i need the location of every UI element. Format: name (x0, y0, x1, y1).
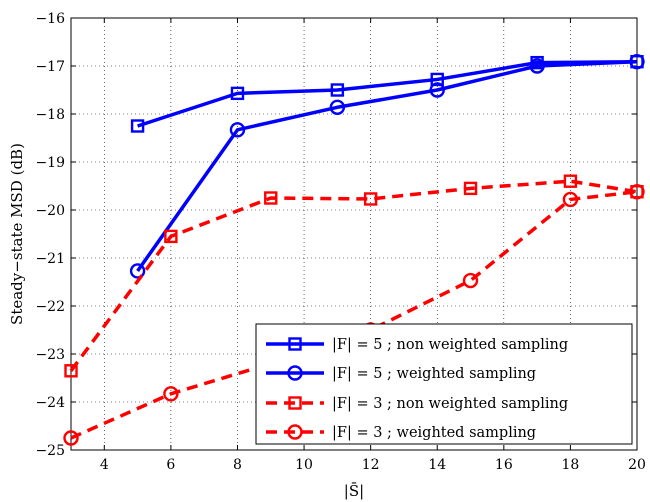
square-marker (288, 396, 302, 410)
circle-marker (287, 365, 303, 381)
square-marker (164, 229, 178, 244)
circle-marker (129, 263, 146, 279)
series-line (136, 59, 638, 272)
circle-marker (163, 386, 179, 402)
circle-marker (287, 424, 303, 440)
x-tick-label: 8 (233, 457, 242, 473)
x-tick-label: 12 (362, 457, 380, 473)
series-line (69, 179, 638, 372)
y-tick-label: −23 (35, 347, 65, 363)
circle-marker (429, 82, 445, 98)
circle-marker (63, 430, 79, 446)
x-tick-label: 10 (295, 457, 313, 473)
y-tick-label: −19 (35, 155, 65, 171)
y-tick-label: −24 (35, 395, 65, 411)
series-1 (130, 54, 644, 133)
legend-entry: |F| = 5 ; weighted sampling (266, 365, 536, 382)
square-marker (64, 364, 78, 378)
y-tick-label: −25 (35, 443, 65, 459)
square-marker (230, 86, 245, 101)
x-tick-label: 14 (428, 457, 446, 473)
x-tick-label: 16 (495, 457, 513, 473)
circle-marker (529, 58, 545, 74)
circle-marker (629, 53, 645, 70)
y-axis-label: Steady−state MSD (dB) (8, 143, 26, 325)
y-tick-label: −20 (35, 203, 65, 219)
square-marker (463, 181, 478, 196)
square-marker (363, 192, 378, 206)
circle-marker (629, 184, 645, 200)
series-2 (129, 53, 645, 279)
square-marker (264, 191, 278, 205)
legend-label: |F| = 3 ; non weighted sampling (332, 396, 568, 412)
legend-label: |F| = 5 ; non weighted sampling (332, 337, 568, 353)
x-tick-label: 4 (100, 457, 109, 473)
legend-label: |F| = 3 ; weighted sampling (332, 425, 536, 441)
square-marker (288, 337, 302, 351)
legend-entry: |F| = 3 ; weighted sampling (266, 424, 536, 441)
series-line (70, 190, 638, 440)
x-tick-label: 20 (628, 457, 646, 473)
y-tick-label: −16 (35, 11, 65, 27)
square-marker (130, 119, 145, 133)
x-tick-label: 18 (561, 457, 579, 473)
y-tick-label: −18 (35, 107, 65, 123)
circle-marker (329, 99, 346, 115)
y-tick-label: −21 (35, 251, 65, 267)
square-marker (330, 83, 345, 97)
legend-entry: |F| = 3 ; non weighted sampling (266, 396, 568, 412)
series-line (137, 59, 638, 128)
legend-label: |F| = 5 ; weighted sampling (332, 366, 536, 382)
legend: |F| = 5 ; non weighted sampling |F| = 5 ;… (255, 323, 633, 445)
axis-ticks: 4 6 8 10 12 14 16 18 20 −25 −24 −23 −22 −21 −20 −19 −18 −… (35, 11, 645, 473)
circle-marker (462, 272, 479, 289)
y-tick-label: −17 (35, 59, 65, 75)
series-layer (63, 53, 645, 446)
x-axis-label: |S̄| (344, 482, 364, 500)
plot-frame (70, 17, 638, 451)
circle-marker (229, 122, 246, 138)
x-tick-label: 6 (166, 457, 175, 473)
square-marker (430, 72, 444, 87)
series-3 (64, 174, 644, 378)
square-marker (563, 174, 578, 188)
legend-entry: |F| = 5 ; non weighted sampling (266, 337, 568, 353)
circle-marker (562, 191, 579, 208)
y-tick-label: −22 (35, 299, 65, 315)
